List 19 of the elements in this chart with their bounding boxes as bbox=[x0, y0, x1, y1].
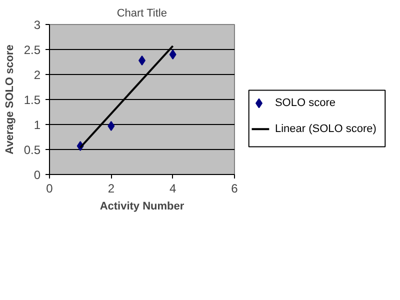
point bbox=[138, 56, 146, 66]
legend-label: Linear (SOLO score) bbox=[274, 123, 376, 136]
y-tick-label: 0 bbox=[34, 168, 41, 182]
x-tick-label: 6 bbox=[231, 182, 238, 196]
y-tick-label: 3 bbox=[34, 18, 41, 32]
y-tick-label: 1.5 bbox=[24, 93, 41, 107]
y-tick-label: 2.5 bbox=[24, 43, 41, 57]
y-axis-title: Average SOLO score bbox=[4, 44, 16, 154]
x-axis-title: Activity Number bbox=[100, 200, 185, 212]
point bbox=[169, 50, 176, 60]
y-tick-label: 1 bbox=[34, 118, 41, 132]
x-tick-label: 0 bbox=[46, 182, 54, 196]
x-tick-label: 4 bbox=[169, 182, 176, 196]
x-tick-label: 2 bbox=[108, 182, 115, 196]
y-tick-label: 0.5 bbox=[24, 143, 41, 157]
legend-label: SOLO score bbox=[274, 97, 336, 110]
point bbox=[108, 121, 115, 131]
y-tick-label: 2 bbox=[34, 68, 41, 82]
chart-title: Chart Title bbox=[116, 8, 167, 20]
